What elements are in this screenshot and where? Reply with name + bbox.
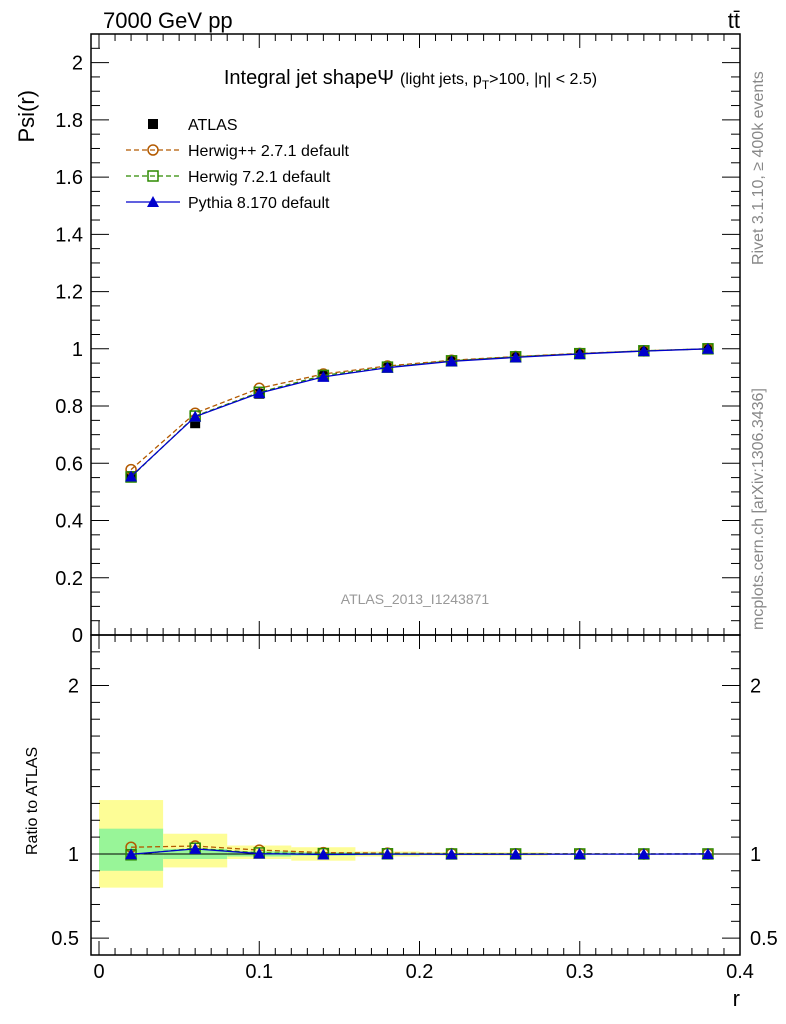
- y-tick-label: 1.6: [55, 167, 83, 189]
- process-label: tt̄: [728, 8, 740, 33]
- data-point-pythia-8-170-default: [573, 347, 586, 359]
- energy-label: 7000 GeV pp: [103, 8, 233, 33]
- y-tick-label: 1: [750, 844, 761, 866]
- ratio-panel: 0 0.1 0.2 0.3 0.4 0.5 0.5 1 1 2 2: [51, 634, 778, 983]
- y-tick-label: 1: [72, 339, 83, 361]
- legend-label-herwig-7-2-1-default: Herwig 7.2.1 default: [188, 169, 331, 186]
- data-point-pythia-8-170-default: [445, 355, 458, 367]
- y-tick-label: 0.8: [55, 396, 83, 418]
- y-tick-label: 2: [750, 676, 761, 698]
- main-y-axis-label: Psi(r): [14, 90, 39, 143]
- x-tick-label: 0.3: [566, 961, 594, 983]
- legend-marker-pythia-8-170-default: [147, 196, 159, 207]
- analysis-id-label: ATLAS_2013_I1243871: [341, 591, 490, 607]
- data-point-pythia-8-170-default: [637, 345, 650, 357]
- legend-label-pythia-8-170-default: Pythia 8.170 default: [188, 195, 330, 212]
- legend-label-atlas: ATLAS: [188, 117, 238, 134]
- main-title: Integral jet shapeΨ: [224, 67, 394, 89]
- data-point-pythia-8-170-default: [253, 847, 266, 859]
- series-line-pythia-8-170-default: [130, 348, 708, 477]
- y-tick-label: 1: [68, 844, 79, 866]
- x-tick-label: 0.2: [406, 961, 434, 983]
- y-tick-label: 1.4: [55, 224, 83, 246]
- x-tick-label: 0.1: [245, 961, 273, 983]
- y-tick-label: 2: [72, 53, 83, 75]
- legend: ATLAS Herwig++ 2.7.1 default Herwig 7.2.1 …: [126, 117, 350, 212]
- data-point-pythia-8-170-default: [509, 351, 522, 363]
- data-point-pythia-8-170-default: [317, 370, 330, 382]
- side-label-top: Rivet 3.1.10, ≥ 400k events: [750, 71, 767, 265]
- series-line-pythia-8-170-default: [131, 848, 708, 856]
- y-tick-label: 0.2: [55, 568, 83, 590]
- legend-marker-herwig-2-7-1-default: [147, 144, 159, 156]
- main-panel: 0 0.2 0.4 0.6 0.8 1 1.2 1.4 1.6 1.8 2: [55, 33, 741, 647]
- x-axis-label: r: [733, 986, 740, 1011]
- side-label-bottom: mcplots.cern.ch [arXiv:1306.3436]: [750, 388, 767, 630]
- y-tick-label: 1.2: [55, 282, 83, 304]
- data-point-pythia-8-170-default: [637, 848, 650, 860]
- x-tick-label: 0: [93, 961, 104, 983]
- y-tick-label: 2: [68, 676, 79, 698]
- data-point-pythia-8-170-default: [381, 848, 394, 860]
- series-line-herwig-2-7-1-default: [130, 348, 708, 471]
- legend-label-herwig-2-7-1-default: Herwig++ 2.7.1 default: [188, 143, 350, 160]
- y-tick-label: 0.6: [55, 453, 83, 475]
- y-tick-label: 0.5: [750, 928, 778, 950]
- data-point-pythia-8-170-default: [253, 387, 266, 399]
- ratio-y-axis-label: Ratio to ATLAS: [24, 747, 41, 855]
- y-tick-label: 0: [72, 625, 83, 647]
- data-point-pythia-8-170-default: [317, 848, 330, 860]
- series-line-herwig-7-2-1-default: [130, 348, 708, 478]
- data-point-pythia-8-170-default: [381, 361, 394, 373]
- data-point-pythia-8-170-default: [509, 848, 522, 860]
- main-subtitle: (light jets, pT>100, |η| < 2.5): [400, 71, 597, 92]
- data-point-pythia-8-170-default: [573, 848, 586, 860]
- data-point-pythia-8-170-default: [445, 848, 458, 860]
- x-tick-label: 0.4: [726, 961, 754, 983]
- data-point-pythia-8-170-default: [125, 470, 138, 482]
- data-point-pythia-8-170-default: [189, 410, 202, 422]
- y-tick-label: 1.8: [55, 110, 83, 132]
- data-point-pythia-8-170-default: [189, 842, 202, 854]
- data-point-pythia-8-170-default: [701, 847, 714, 859]
- data-point-pythia-8-170-default: [125, 848, 138, 860]
- y-tick-label: 0.4: [55, 511, 83, 533]
- data-point-pythia-8-170-default: [701, 342, 714, 354]
- legend-marker-herwig-7-2-1-default: [147, 170, 159, 182]
- y-tick-label: 0.5: [51, 928, 79, 950]
- legend-marker-atlas: [148, 119, 158, 129]
- ratio-plot-frame: [90, 634, 741, 956]
- data-point-atlas: [190, 418, 201, 429]
